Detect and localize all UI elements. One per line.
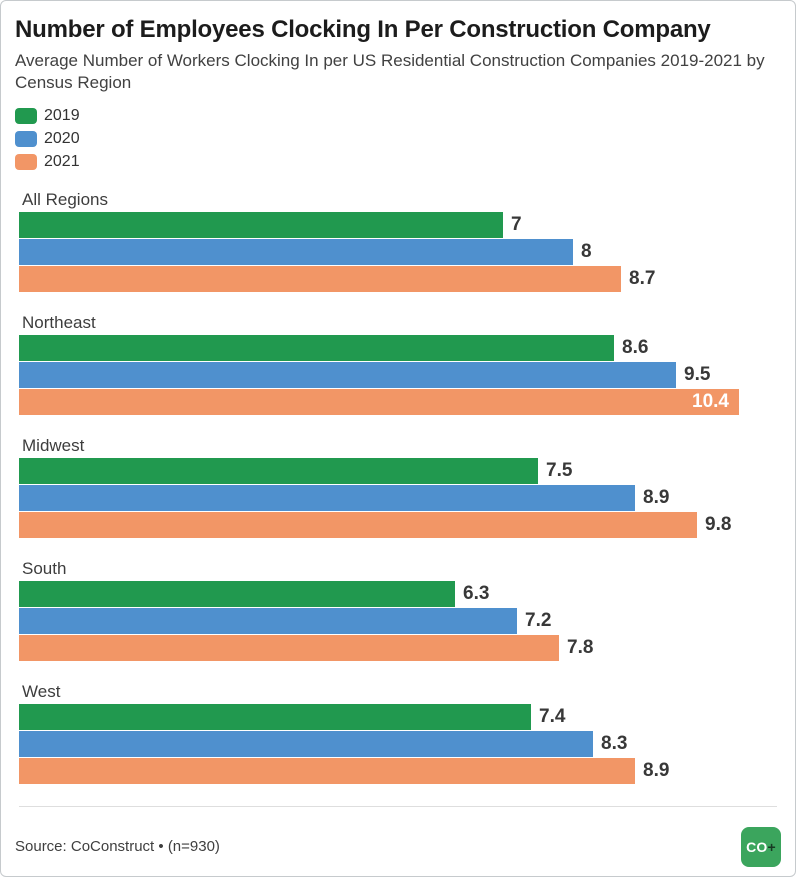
bar-rows: 7.5 8.9 9.8 xyxy=(19,457,781,538)
bar-2019 xyxy=(19,457,538,484)
bar-row-2020: 8 xyxy=(19,238,781,265)
bar-2020 xyxy=(19,238,573,265)
source-text: Source: CoConstruct • (n=930) xyxy=(15,838,220,856)
page-subtitle: Average Number of Workers Clocking In pe… xyxy=(15,51,765,93)
legend-item-2019: 2019 xyxy=(15,106,781,124)
bar-group-west: West 7.4 8.3 8.9 xyxy=(15,681,781,784)
legend-label: 2020 xyxy=(44,129,80,147)
bar-2020 xyxy=(19,730,593,757)
legend-swatch-2020 xyxy=(15,130,37,147)
bar-row-2020: 9.5 xyxy=(19,361,781,388)
bar-rows: 6.3 7.2 7.8 xyxy=(19,580,781,661)
bar-group-all-regions: All Regions 7 8 8.7 xyxy=(15,189,781,292)
coconstruct-logo: CO + xyxy=(741,826,781,867)
value-label: 7.2 xyxy=(525,609,552,631)
bar-row-2020: 8.9 xyxy=(19,484,781,511)
legend: 2019 2020 2021 xyxy=(15,106,781,177)
value-label: 7.5 xyxy=(546,459,573,481)
chart: All Regions 7 8 8.7 Northeast 8.6 9.5 10.4 Midwe… xyxy=(15,189,781,806)
bar-row-2021: 9.8 xyxy=(19,511,781,538)
value-label: 8.9 xyxy=(643,486,670,508)
value-label: 9.8 xyxy=(705,513,732,535)
group-label: All Regions xyxy=(22,189,108,209)
bar-2020 xyxy=(19,484,635,511)
bar-2021 xyxy=(19,634,559,661)
value-label: 6.3 xyxy=(463,582,490,604)
value-label: 8.9 xyxy=(643,759,670,781)
legend-item-2020: 2020 xyxy=(15,129,781,147)
legend-label: 2019 xyxy=(44,106,80,124)
bar-2019 xyxy=(19,703,531,730)
bar-row-2020: 7.2 xyxy=(19,607,781,634)
bar-row-2020: 8.3 xyxy=(19,730,781,757)
bar-row-2021: 7.8 xyxy=(19,634,781,661)
bar-row-2019: 7.5 xyxy=(19,457,781,484)
bar-2021: 10.4 xyxy=(19,388,739,415)
footer: Source: CoConstruct • (n=930) CO + xyxy=(15,805,781,869)
footer-divider xyxy=(19,805,777,807)
value-label: 7.8 xyxy=(567,636,594,658)
bar-row-2019: 7 xyxy=(19,211,781,238)
value-label: 9.5 xyxy=(684,363,711,385)
group-label: Northeast xyxy=(22,312,96,332)
bar-row-2019: 6.3 xyxy=(19,580,781,607)
bar-rows: 7 8 8.7 xyxy=(19,211,781,292)
value-label: 8.7 xyxy=(629,267,656,289)
legend-label: 2021 xyxy=(44,152,80,170)
value-label: 8.3 xyxy=(601,732,628,754)
group-label: West xyxy=(22,681,61,701)
value-label: 7 xyxy=(511,213,522,235)
bar-rows: 7.4 8.3 8.9 xyxy=(19,703,781,784)
bar-2019 xyxy=(19,211,503,238)
bar-row-2019: 8.6 xyxy=(19,334,781,361)
bar-rows: 8.6 9.5 10.4 xyxy=(19,334,781,415)
bar-2019 xyxy=(19,580,455,607)
bar-2021 xyxy=(19,757,635,784)
legend-item-2021: 2021 xyxy=(15,152,781,170)
bar-2020 xyxy=(19,607,517,634)
bar-row-2021: 8.9 xyxy=(19,757,781,784)
value-label: 10.4 xyxy=(692,390,729,412)
value-label: 7.4 xyxy=(539,705,566,727)
bar-group-northeast: Northeast 8.6 9.5 10.4 xyxy=(15,312,781,415)
bar-row-2021: 10.4 xyxy=(19,388,781,415)
logo-plus-icon: + xyxy=(767,838,776,855)
bar-2021 xyxy=(19,265,621,292)
legend-swatch-2021 xyxy=(15,153,37,170)
bar-row-2021: 8.7 xyxy=(19,265,781,292)
bar-2020 xyxy=(19,361,676,388)
logo-co-text: CO xyxy=(746,838,768,855)
bar-group-midwest: Midwest 7.5 8.9 9.8 xyxy=(15,435,781,538)
footer-row: Source: CoConstruct • (n=930) CO + xyxy=(15,826,781,869)
bar-row-2019: 7.4 xyxy=(19,703,781,730)
bar-2019 xyxy=(19,334,614,361)
bar-2021 xyxy=(19,511,697,538)
value-label: 8.6 xyxy=(622,336,649,358)
legend-swatch-2019 xyxy=(15,107,37,124)
page-title: Number of Employees Clocking In Per Cons… xyxy=(15,16,711,43)
value-label: 8 xyxy=(581,240,592,262)
bar-group-south: South 6.3 7.2 7.8 xyxy=(15,558,781,661)
group-label: South xyxy=(22,558,67,578)
group-label: Midwest xyxy=(22,435,85,455)
